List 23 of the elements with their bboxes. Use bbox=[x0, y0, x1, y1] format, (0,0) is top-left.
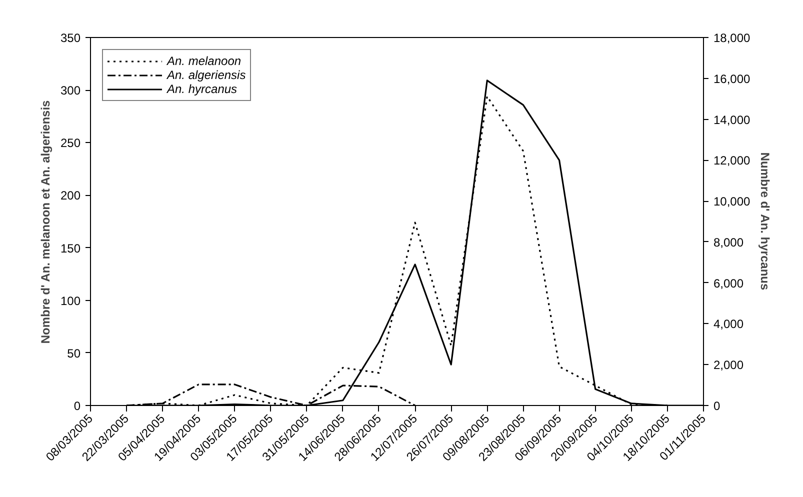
legend-label: An. algeriensis bbox=[167, 68, 246, 82]
y-tick-label: 50 bbox=[67, 346, 81, 360]
y-tick-label: 200 bbox=[60, 188, 81, 203]
y2-tick-label: 18,000 bbox=[714, 31, 751, 45]
y-tick-label: 100 bbox=[60, 294, 81, 308]
y-tick-label: 300 bbox=[60, 84, 81, 98]
y-tick-label: 350 bbox=[60, 31, 81, 45]
y2-tick-label: 4,000 bbox=[714, 317, 744, 332]
y2-tick-label: 12,000 bbox=[714, 154, 751, 168]
y-axis-title: Nombre d' An. melanoon et An. algeriensis bbox=[38, 100, 52, 344]
y2-axis-title: Numbre d' An. hyrcanus bbox=[758, 152, 772, 290]
y-tick-label: 150 bbox=[60, 241, 81, 256]
y2-tick-label: 14,000 bbox=[714, 112, 751, 127]
legend-label: An. melanoon bbox=[167, 54, 242, 68]
y2-tick-label: 16,000 bbox=[714, 72, 751, 86]
y2-tick-label: 8,000 bbox=[714, 235, 744, 250]
y2-tick-label: 6,000 bbox=[714, 276, 744, 290]
y-tick-label: 250 bbox=[60, 136, 81, 150]
y-tick-label: 0 bbox=[74, 399, 81, 413]
legend-label: An. hyrcanus bbox=[167, 82, 238, 96]
y2-tick-label: 10,000 bbox=[714, 194, 751, 209]
y2-tick-label: 2,000 bbox=[714, 358, 744, 372]
y2-tick-label: 0 bbox=[714, 399, 720, 413]
